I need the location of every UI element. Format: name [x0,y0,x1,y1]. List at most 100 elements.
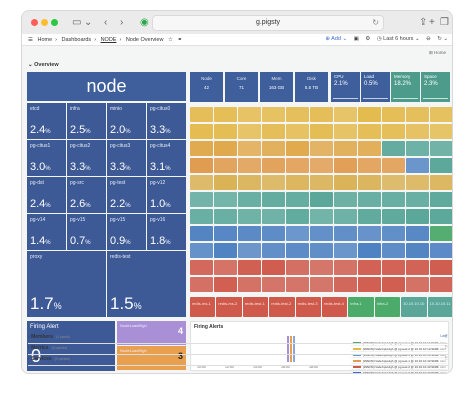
heatmap-cell[interactable] [430,107,452,122]
instance-stat-panel[interactable]: pg-citus4 3.1% [147,140,186,176]
heatmap-cell[interactable] [382,124,405,139]
heatmap-cell[interactable] [382,175,405,190]
breadcrumb-node[interactable]: NODE [100,37,117,43]
heatmap-cell[interactable] [190,243,213,258]
star-icon[interactable]: ☆ [167,37,173,43]
heatmap-cell[interactable] [214,226,237,241]
instance-stat-panel[interactable]: redis-test 1.5% [107,251,186,317]
legend-item[interactable]: [WARN] NodeCpuHigh @ pg-test-2 @ 10.10.1… [351,346,447,352]
time-range-picker[interactable]: ◷ Last 6 hours ⌄ [376,36,420,42]
heatmap-cell-labeled[interactable]: redis-test-4 [322,297,348,317]
heatmap-cell[interactable] [214,243,237,258]
heatmap-cell[interactable] [310,277,333,292]
heatmap-cell[interactable] [190,192,213,207]
heatmap-cell[interactable] [334,141,357,156]
heatmap-cell[interactable] [382,243,405,258]
share-link-icon[interactable]: ⚭ [177,37,183,43]
heatmap-cell[interactable] [358,209,381,224]
heatmap-cell-labeled[interactable]: redis-test-1 [242,297,269,317]
heatmap-cell[interactable] [334,158,357,173]
instance-stat-panel[interactable]: pg-citus3 3.3% [107,140,146,176]
legend-item[interactable]: [WARN] NodeCpuHigh @ pg-test-1 @ 10.10.1… [351,358,447,364]
heatmap-cell[interactable] [262,175,285,190]
breadcrumb-home[interactable]: Home [37,37,53,43]
heatmap-cell[interactable] [430,175,452,190]
heatmap-cell-labeled[interactable]: redis-test-3 [295,297,321,317]
heatmap-cell-labeled[interactable]: 10.10.10.10 [401,297,427,317]
heatmap-cell[interactable] [238,141,261,156]
minimize-window-button[interactable] [41,19,48,26]
heatmap-cell[interactable] [238,277,261,292]
heatmap-cell[interactable] [190,107,213,122]
heatmap-cell[interactable] [382,107,405,122]
heatmap-cell[interactable] [286,107,309,122]
heatmap-cell[interactable] [310,260,333,275]
heatmap-cell[interactable] [262,277,285,292]
heatmap-cell-labeled[interactable]: 10.10.10.11 [427,297,452,317]
heatmap-cell[interactable] [358,192,381,207]
heatmap-cell[interactable] [286,141,309,156]
heatmap-cell[interactable] [310,209,333,224]
heatmap-cell[interactable] [382,209,405,224]
instance-stat-panel[interactable]: pg-v14 1.4% [27,214,66,250]
heatmap-cell[interactable] [406,243,429,258]
close-window-button[interactable] [31,19,38,26]
heatmap-cell[interactable] [190,158,213,173]
heatmap-cell[interactable] [262,209,285,224]
reload-icon[interactable]: ↻ [372,18,379,27]
heatmap-cell[interactable] [358,260,381,275]
heatmap-cell[interactable] [214,158,237,173]
heatmap-cell[interactable] [358,277,381,292]
heatmap-cell[interactable] [358,141,381,156]
heatmap-cell[interactable] [286,277,309,292]
instance-stat-panel[interactable]: infra 2.5% [67,103,106,139]
heatmap-cell[interactable] [430,158,452,173]
heatmap-cell[interactable] [358,243,381,258]
heatmap-cell[interactable] [382,260,405,275]
legend-item[interactable]: [WARN] NodeCpuHigh @ pg-test-3 @ 10.10.1… [351,370,447,373]
row-overview-title[interactable]: ⌄ Overview [28,62,59,68]
menu-icon[interactable]: ☰ [28,37,33,43]
heatmap-cell[interactable] [334,124,357,139]
save-icon[interactable]: ▣ [353,36,359,42]
zoom-window-button[interactable] [51,19,58,26]
heatmap-cell[interactable] [214,260,237,275]
heatmap-cell[interactable] [190,209,213,224]
legend-item[interactable]: [WARN] NodeCpuHigh @ pg-test-2 @ 10.10.1… [351,364,447,370]
heatmap-cell[interactable] [262,192,285,207]
heatmap-cell[interactable] [238,209,261,224]
share-icon[interactable]: ⇪ [419,17,428,28]
heatmap-cell[interactable] [430,260,452,275]
drag-handle-icon[interactable]: ⠿ [444,334,448,340]
row-members[interactable]: › Members (1 panel) ⠿ [28,334,448,344]
refresh-icon[interactable]: ↻ ⌄ [437,36,448,42]
instance-stat-panel[interactable]: pg-v16 1.8% [147,214,186,250]
heatmap-cell[interactable] [238,243,261,258]
heatmap-cell[interactable] [310,107,333,122]
breadcrumb-dashboards[interactable]: Dashboards [61,37,92,43]
heatmap-cell[interactable] [262,243,285,258]
heatmap-cell[interactable] [286,158,309,173]
heatmap-cell[interactable] [190,260,213,275]
heatmap-cell-labeled[interactable]: redis-ms-1 [190,297,216,317]
heatmap-cell[interactable] [310,158,333,173]
heatmap-cell[interactable] [214,192,237,207]
heatmap-cell[interactable] [382,141,405,156]
back-icon[interactable]: ‹ [104,17,108,28]
heatmap-cell[interactable] [262,124,285,139]
plus-icon[interactable]: + [429,17,435,28]
heatmap-cell[interactable] [358,158,381,173]
instance-stat-panel[interactable]: pg-v12 1.0% [147,177,186,213]
heatmap-cell[interactable] [190,226,213,241]
heatmap-cell[interactable] [190,175,213,190]
heatmap-cell[interactable] [286,192,309,207]
heatmap-cell[interactable] [238,192,261,207]
heatmap-cell[interactable] [406,209,429,224]
heatmap-cell[interactable] [382,226,405,241]
heatmap-cell[interactable] [214,277,237,292]
heatmap-cell[interactable] [406,175,429,190]
heatmap-cell[interactable] [190,124,213,139]
heatmap-cell[interactable] [286,209,309,224]
heatmap-cell[interactable] [286,243,309,258]
heatmap-cell[interactable] [406,107,429,122]
